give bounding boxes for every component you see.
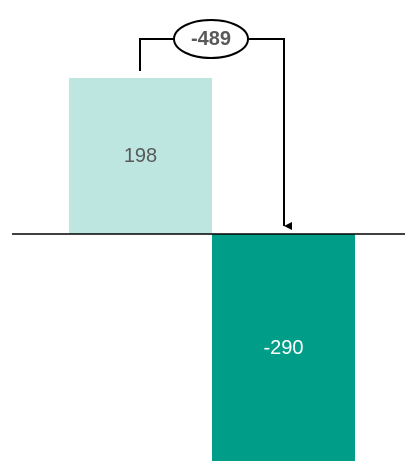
bar-2 (212, 234, 355, 461)
data-label-1: 198 (124, 145, 157, 167)
data-label-2: -290 (263, 337, 303, 359)
difference-label: -489 (191, 28, 231, 50)
bars-layer (69, 78, 355, 461)
bar-1 (69, 78, 212, 234)
data-labels-layer: 198 -290 (124, 145, 304, 359)
difference-callout-ellipse (173, 19, 249, 59)
difference-annotation: -489 (139, 19, 292, 230)
